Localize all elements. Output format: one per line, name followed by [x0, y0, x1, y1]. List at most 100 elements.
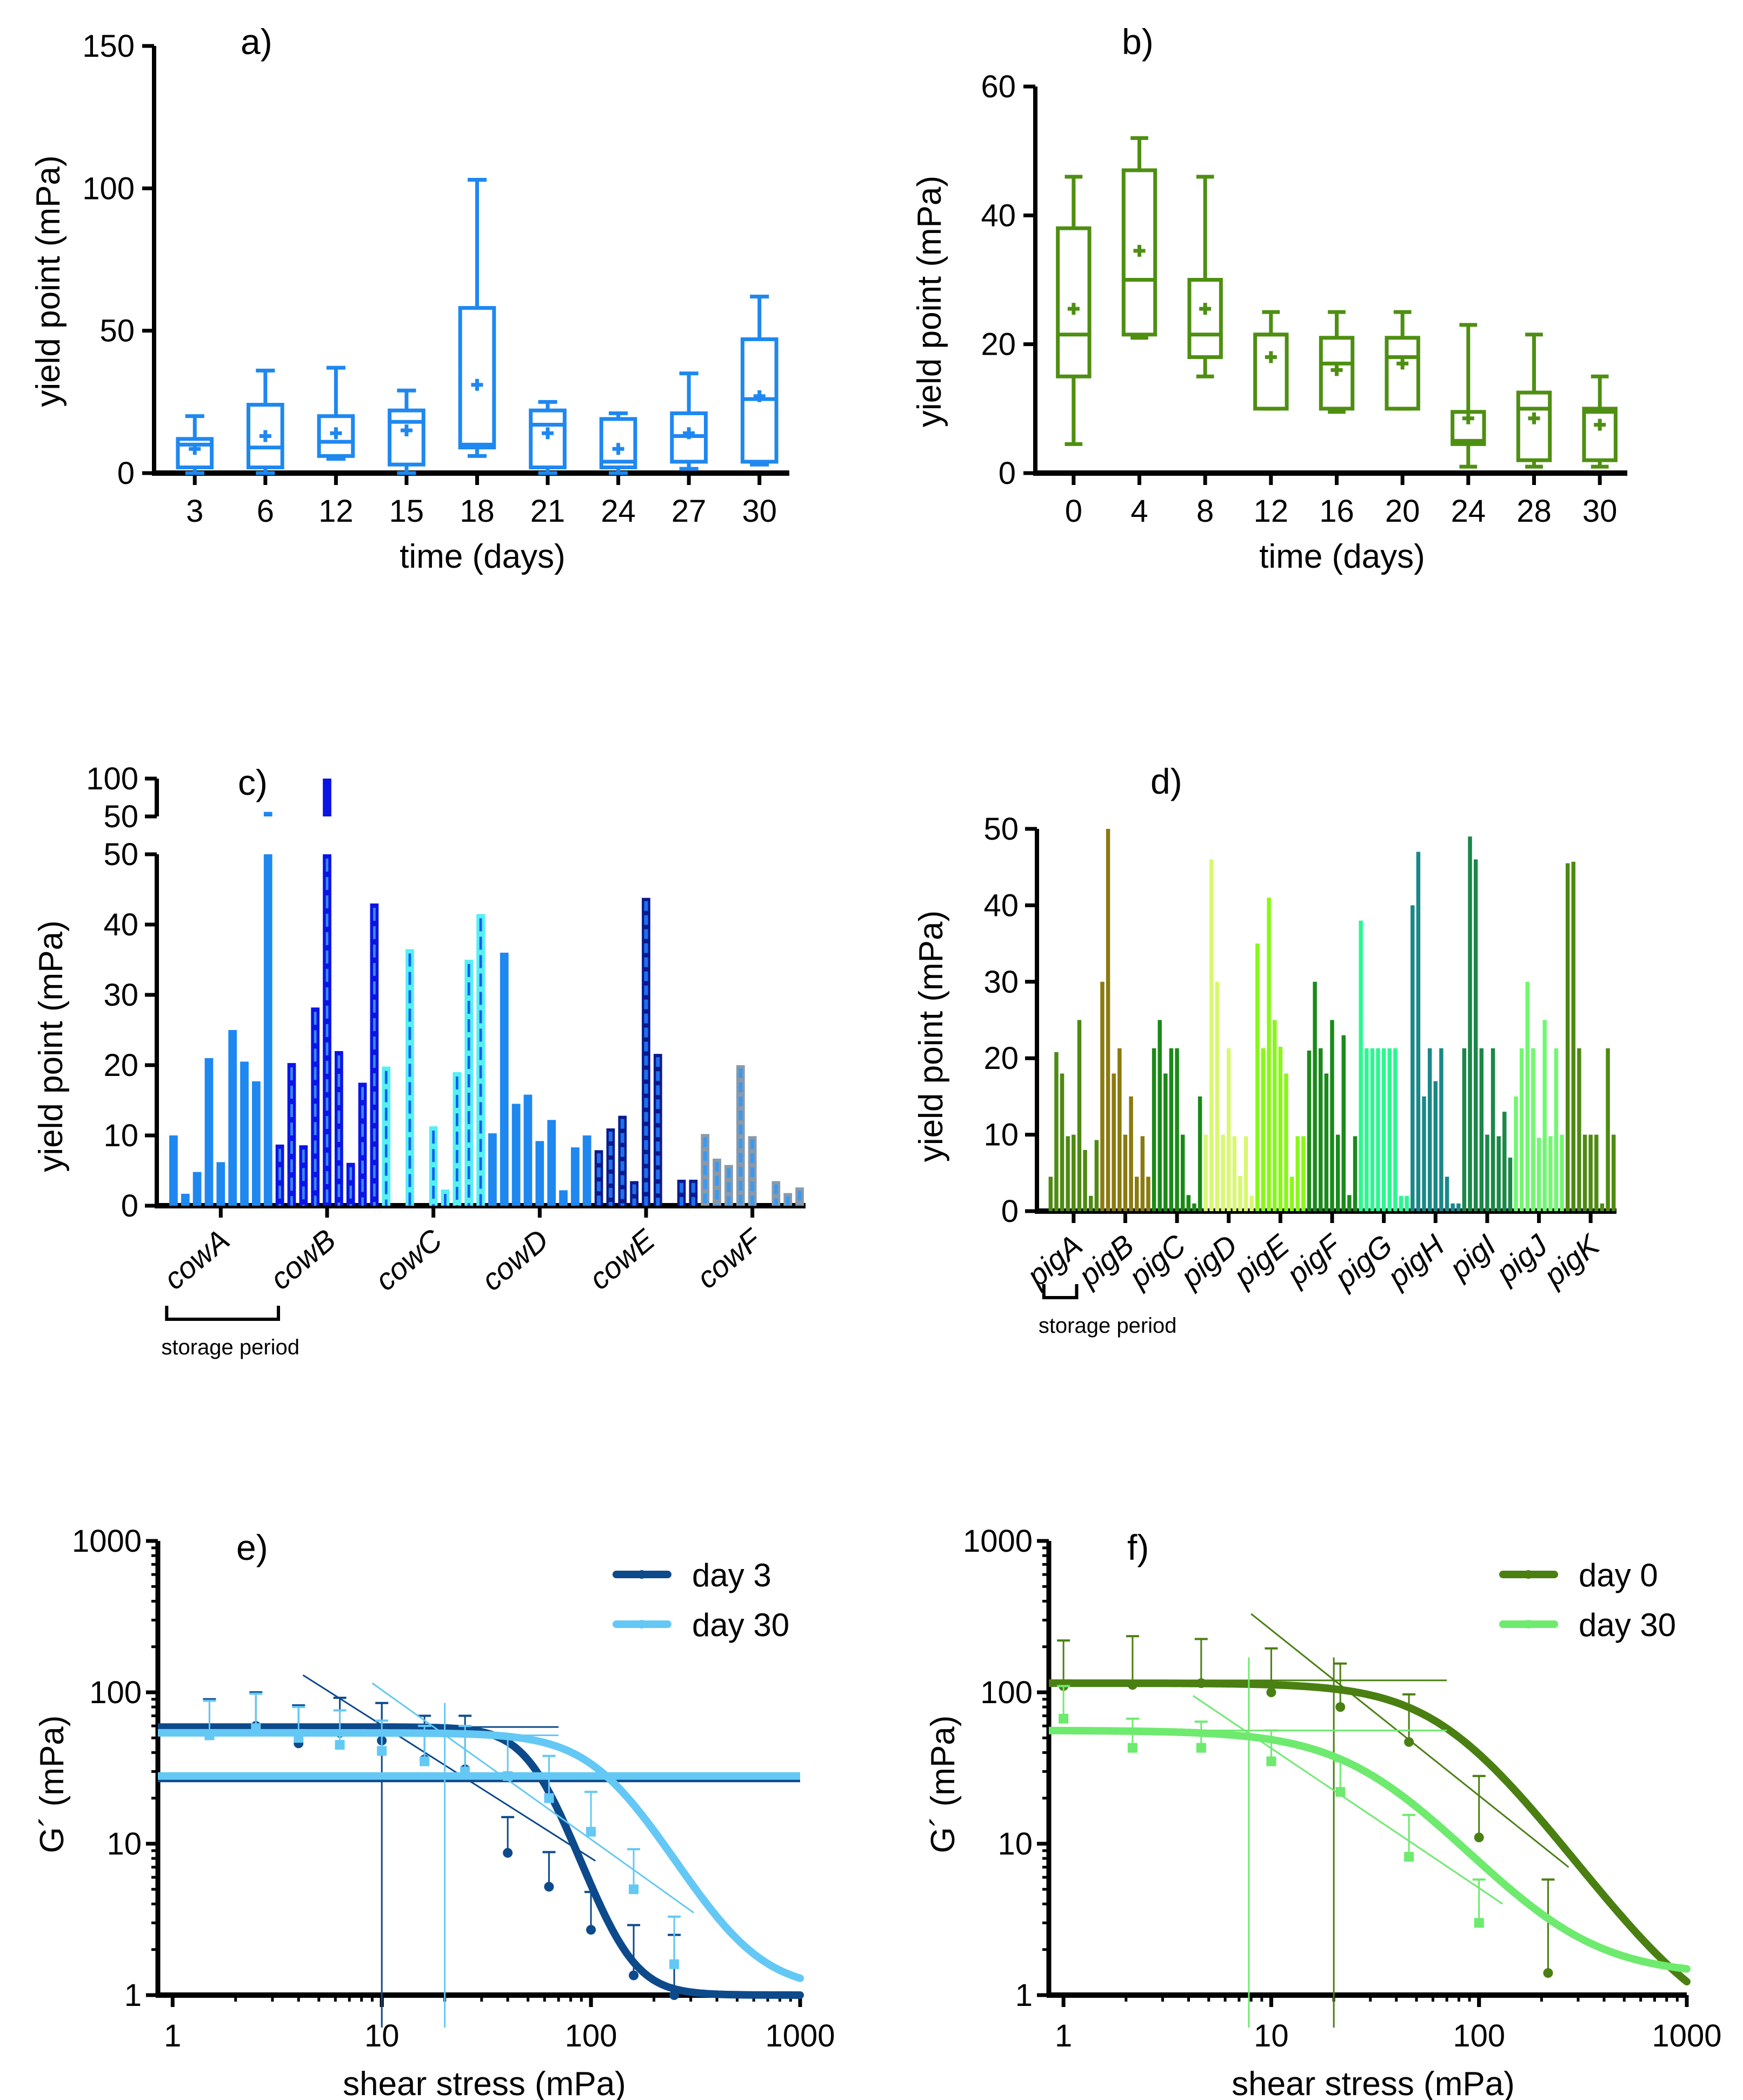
panel-label: a) — [241, 22, 272, 62]
bar — [1117, 1048, 1122, 1211]
data-point — [1543, 1968, 1553, 1978]
data-point — [294, 1733, 304, 1743]
legend-label: day 30 — [692, 1607, 789, 1643]
bar — [1514, 1096, 1518, 1211]
bar — [1163, 1073, 1168, 1211]
bar — [181, 1193, 190, 1206]
mean-marker — [542, 427, 554, 440]
bar — [370, 903, 379, 1206]
data-point — [586, 1826, 596, 1837]
x-tick-label: 4 — [1130, 494, 1148, 529]
bar — [500, 953, 509, 1206]
bar — [204, 1058, 214, 1206]
bar — [1146, 1177, 1150, 1211]
bar — [582, 1135, 591, 1206]
legend-marker — [1524, 1620, 1533, 1629]
data-point — [503, 1771, 513, 1781]
bar — [1491, 1048, 1495, 1211]
y-tick-label: 50 — [99, 314, 135, 349]
bar — [677, 1179, 686, 1206]
data-point — [1335, 1787, 1346, 1797]
y-tick-label: 100 — [980, 1675, 1033, 1710]
mean-marker — [1067, 303, 1080, 315]
bar — [1152, 1048, 1156, 1211]
panel-f: 1 10 100 1000 1 10 100 1000 shear stress (mPa) G´… — [924, 1524, 1722, 2100]
bar — [1221, 1134, 1225, 1211]
box-iqr — [247, 403, 284, 469]
y-tick-label: 30 — [103, 978, 138, 1013]
legend-marker — [637, 1570, 646, 1579]
bar — [1140, 1136, 1145, 1211]
bar — [1307, 1051, 1312, 1211]
bar — [1261, 1048, 1266, 1211]
x-tick-label: pigI — [1442, 1228, 1502, 1286]
bar-upper-segment — [323, 779, 331, 816]
bar-group-pigD — [1203, 859, 1254, 1211]
data-point — [503, 1848, 513, 1858]
bar — [1571, 861, 1576, 1211]
bar — [1560, 1134, 1564, 1211]
box-30 — [740, 294, 779, 467]
x-tick-label: 100 — [1453, 2018, 1505, 2054]
bar — [1554, 1048, 1559, 1211]
y-tick-label: 40 — [103, 907, 138, 942]
x-tick-label: pigK — [1536, 1227, 1607, 1293]
bar — [1243, 1136, 1248, 1211]
bar-group-pigJ — [1514, 981, 1564, 1211]
box-15 — [388, 388, 425, 475]
series-day-30 — [1049, 1657, 1691, 2028]
bar — [1060, 1073, 1065, 1211]
legend: day 0 day 30 — [1499, 1557, 1676, 1643]
bar-group-pigA — [1048, 1020, 1099, 1211]
bar — [1157, 1020, 1162, 1211]
bar — [1594, 1134, 1599, 1211]
box-16 — [1319, 310, 1355, 414]
x-axis-label: shear stress (mPa) — [1232, 2065, 1515, 2100]
x-tick-label: 12 — [318, 494, 354, 529]
legend-label: day 3 — [692, 1557, 771, 1593]
x-tick-label: 21 — [530, 494, 566, 529]
legend-marker — [1524, 1570, 1533, 1579]
x-tick-label: 27 — [671, 494, 707, 529]
legend-marker — [637, 1620, 646, 1629]
bar — [689, 1179, 698, 1206]
bar — [1054, 1052, 1059, 1211]
box-27 — [670, 371, 708, 471]
bar — [1451, 1203, 1455, 1211]
bar — [1582, 1134, 1587, 1211]
bar — [252, 1081, 261, 1206]
x-tick-label: 100 — [565, 2018, 617, 2054]
bar — [1531, 1048, 1535, 1211]
mean-marker — [1462, 412, 1474, 424]
legend-label: day 0 — [1579, 1557, 1658, 1593]
data-point — [377, 1746, 387, 1756]
bar-group-cowC — [382, 914, 485, 1206]
y-tick-label: 0 — [999, 456, 1016, 491]
bar-upper-segment — [263, 812, 272, 816]
box-21 — [529, 400, 567, 475]
bar — [547, 1120, 556, 1206]
mean-marker — [1528, 412, 1540, 424]
bar — [1519, 1048, 1524, 1211]
y-tick-label: 0 — [117, 456, 135, 491]
x-tick-label: 8 — [1196, 494, 1214, 529]
bar — [1370, 1048, 1375, 1211]
x-tick-label: pigB — [1071, 1228, 1140, 1294]
bar — [1048, 1177, 1053, 1211]
data-point — [1404, 1852, 1414, 1862]
bar — [1100, 981, 1105, 1211]
data-point — [460, 1766, 470, 1777]
bar — [1365, 1048, 1369, 1211]
bar — [1600, 1203, 1605, 1211]
storage-period-label: storage period — [161, 1335, 300, 1359]
bar — [1548, 1136, 1553, 1211]
bar — [1313, 981, 1317, 1211]
bar — [1330, 1020, 1334, 1211]
box-24 — [599, 411, 637, 475]
storage-period-bracket — [165, 1306, 280, 1321]
y-tick-label: 50 — [983, 812, 1019, 847]
x-tick-label: 1 — [164, 2018, 181, 2054]
panel-label: b) — [1122, 22, 1154, 62]
